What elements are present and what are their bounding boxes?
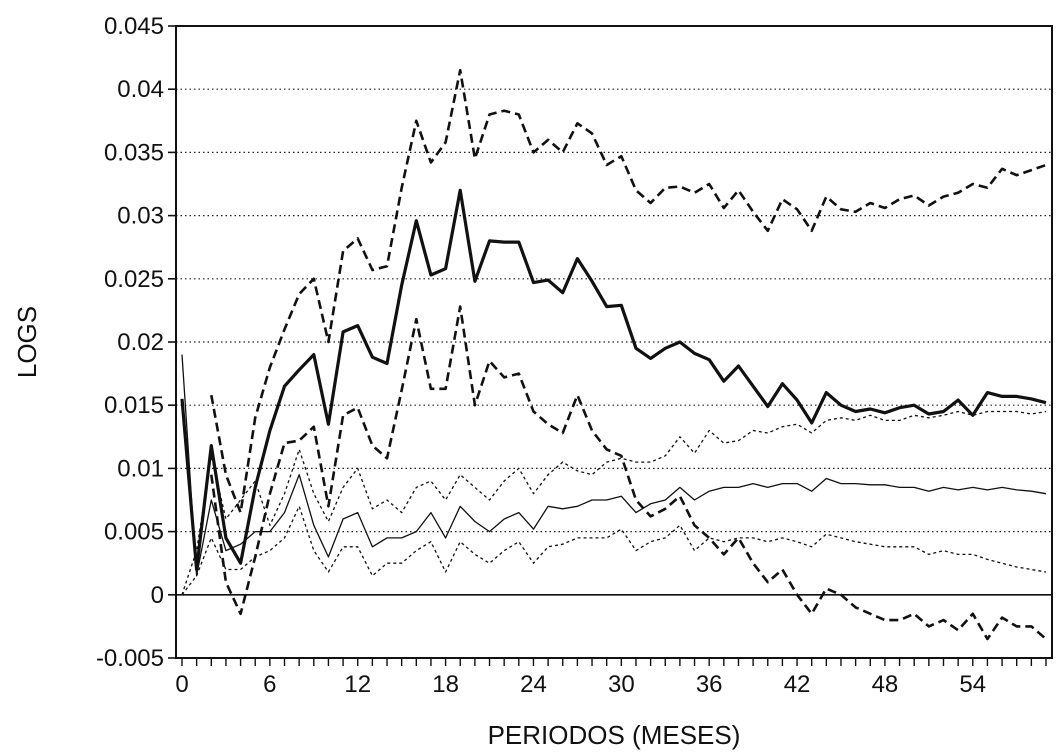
x-tick-label: 36: [696, 671, 723, 698]
y-tick-label: 0.02: [117, 329, 164, 356]
x-tick-label: 48: [872, 671, 899, 698]
y-tick-label: 0.005: [104, 519, 164, 546]
series-line-dashed-lower: [210, 305, 1047, 641]
y-axis-ticks: -0.005 0 0.005 0.01 0.015 0.02 0.025 0.03 0.035 0…: [96, 13, 176, 672]
y-tick-label: 0.035: [104, 139, 164, 166]
y-axis-title: LOGS: [12, 306, 42, 378]
series-line-dotted-upper: [181, 410, 1047, 596]
series-line-dashed-upper: [210, 68, 1047, 514]
x-axis-ticks: 0 6 12 18 24 30 36 42 48 54: [175, 658, 1047, 698]
x-tick-label: 24: [520, 671, 547, 698]
x-tick-label: 18: [432, 671, 459, 698]
series-line-thin-solid: [181, 354, 1047, 577]
y-tick-label: 0.045: [104, 13, 164, 40]
gridlines: [176, 88, 1052, 533]
x-axis-title: PERIODOS (MESES): [488, 720, 741, 750]
y-tick-label: 0.015: [104, 392, 164, 419]
x-tick-label: 54: [959, 671, 986, 698]
series-line-thick-solid: [180, 188, 1047, 572]
x-tick-label: 6: [263, 671, 276, 698]
x-tick-label: 12: [344, 671, 371, 698]
x-tick-label: 42: [784, 671, 811, 698]
y-tick-label: 0.03: [117, 203, 164, 230]
y-tick-label: 0: [151, 582, 164, 609]
y-tick-label: 0.04: [117, 76, 164, 103]
series-lines: [180, 68, 1047, 641]
x-tick-label: 0: [175, 671, 188, 698]
series-line-dotted-lower: [181, 505, 1047, 596]
y-tick-label: -0.005: [96, 645, 164, 672]
x-tick-label: 30: [608, 671, 635, 698]
y-tick-label: 0.025: [104, 266, 164, 293]
y-tick-label: 0.01: [117, 455, 164, 482]
